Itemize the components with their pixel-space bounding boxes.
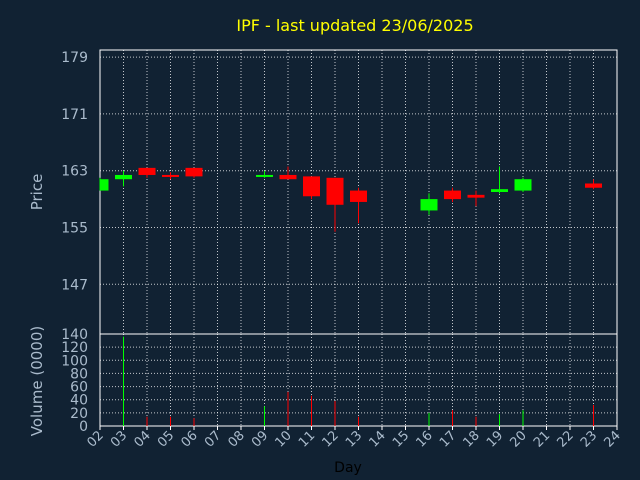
price-tick-label: 171 [61, 107, 88, 123]
candle-body [514, 179, 532, 191]
volume-tick-label: 40 [70, 393, 88, 409]
candle-body [326, 177, 344, 205]
candle-body [279, 174, 297, 180]
price-panel: 179 171 163 155 147 140 [61, 49, 618, 343]
candle-body [444, 190, 461, 200]
x-axis-label: Day [334, 460, 362, 476]
candle-body [491, 189, 508, 192]
candle-body [115, 174, 132, 180]
candle-body [100, 179, 109, 191]
price-tick-label: 147 [61, 277, 88, 293]
candle-body [185, 167, 203, 177]
chart-title: IPF - last updated 23/06/2025 [236, 16, 473, 35]
volume-tick-label: 80 [70, 366, 88, 382]
candle-body [162, 174, 179, 177]
candle-body [420, 199, 438, 211]
price-tick-label: 179 [61, 50, 88, 66]
volume-axis-label: Volume (0000) [28, 326, 46, 436]
candle-body [350, 190, 367, 202]
volume-tick-label: 0 [79, 419, 88, 435]
volume-tick-label: 120 [61, 340, 88, 356]
candle-body [256, 174, 273, 177]
volume-tick-label: 60 [70, 380, 88, 396]
price-axis-label: Price [28, 174, 46, 211]
candle-body [467, 194, 485, 198]
volume-tick-label: 20 [70, 406, 88, 422]
price-tick-label: 155 [61, 221, 88, 237]
x-axis: 02 03 04 05 06 07 08 09 10 11 12 13 14 15 16 17 18 19 20 21… [85, 426, 624, 451]
candle-body [303, 176, 320, 197]
price-tick-label: 163 [61, 164, 88, 180]
volume-tick-label: 100 [61, 353, 88, 369]
candle-body [585, 183, 602, 188]
candle-body [138, 167, 156, 175]
price-tick-label: 140 [61, 327, 88, 343]
